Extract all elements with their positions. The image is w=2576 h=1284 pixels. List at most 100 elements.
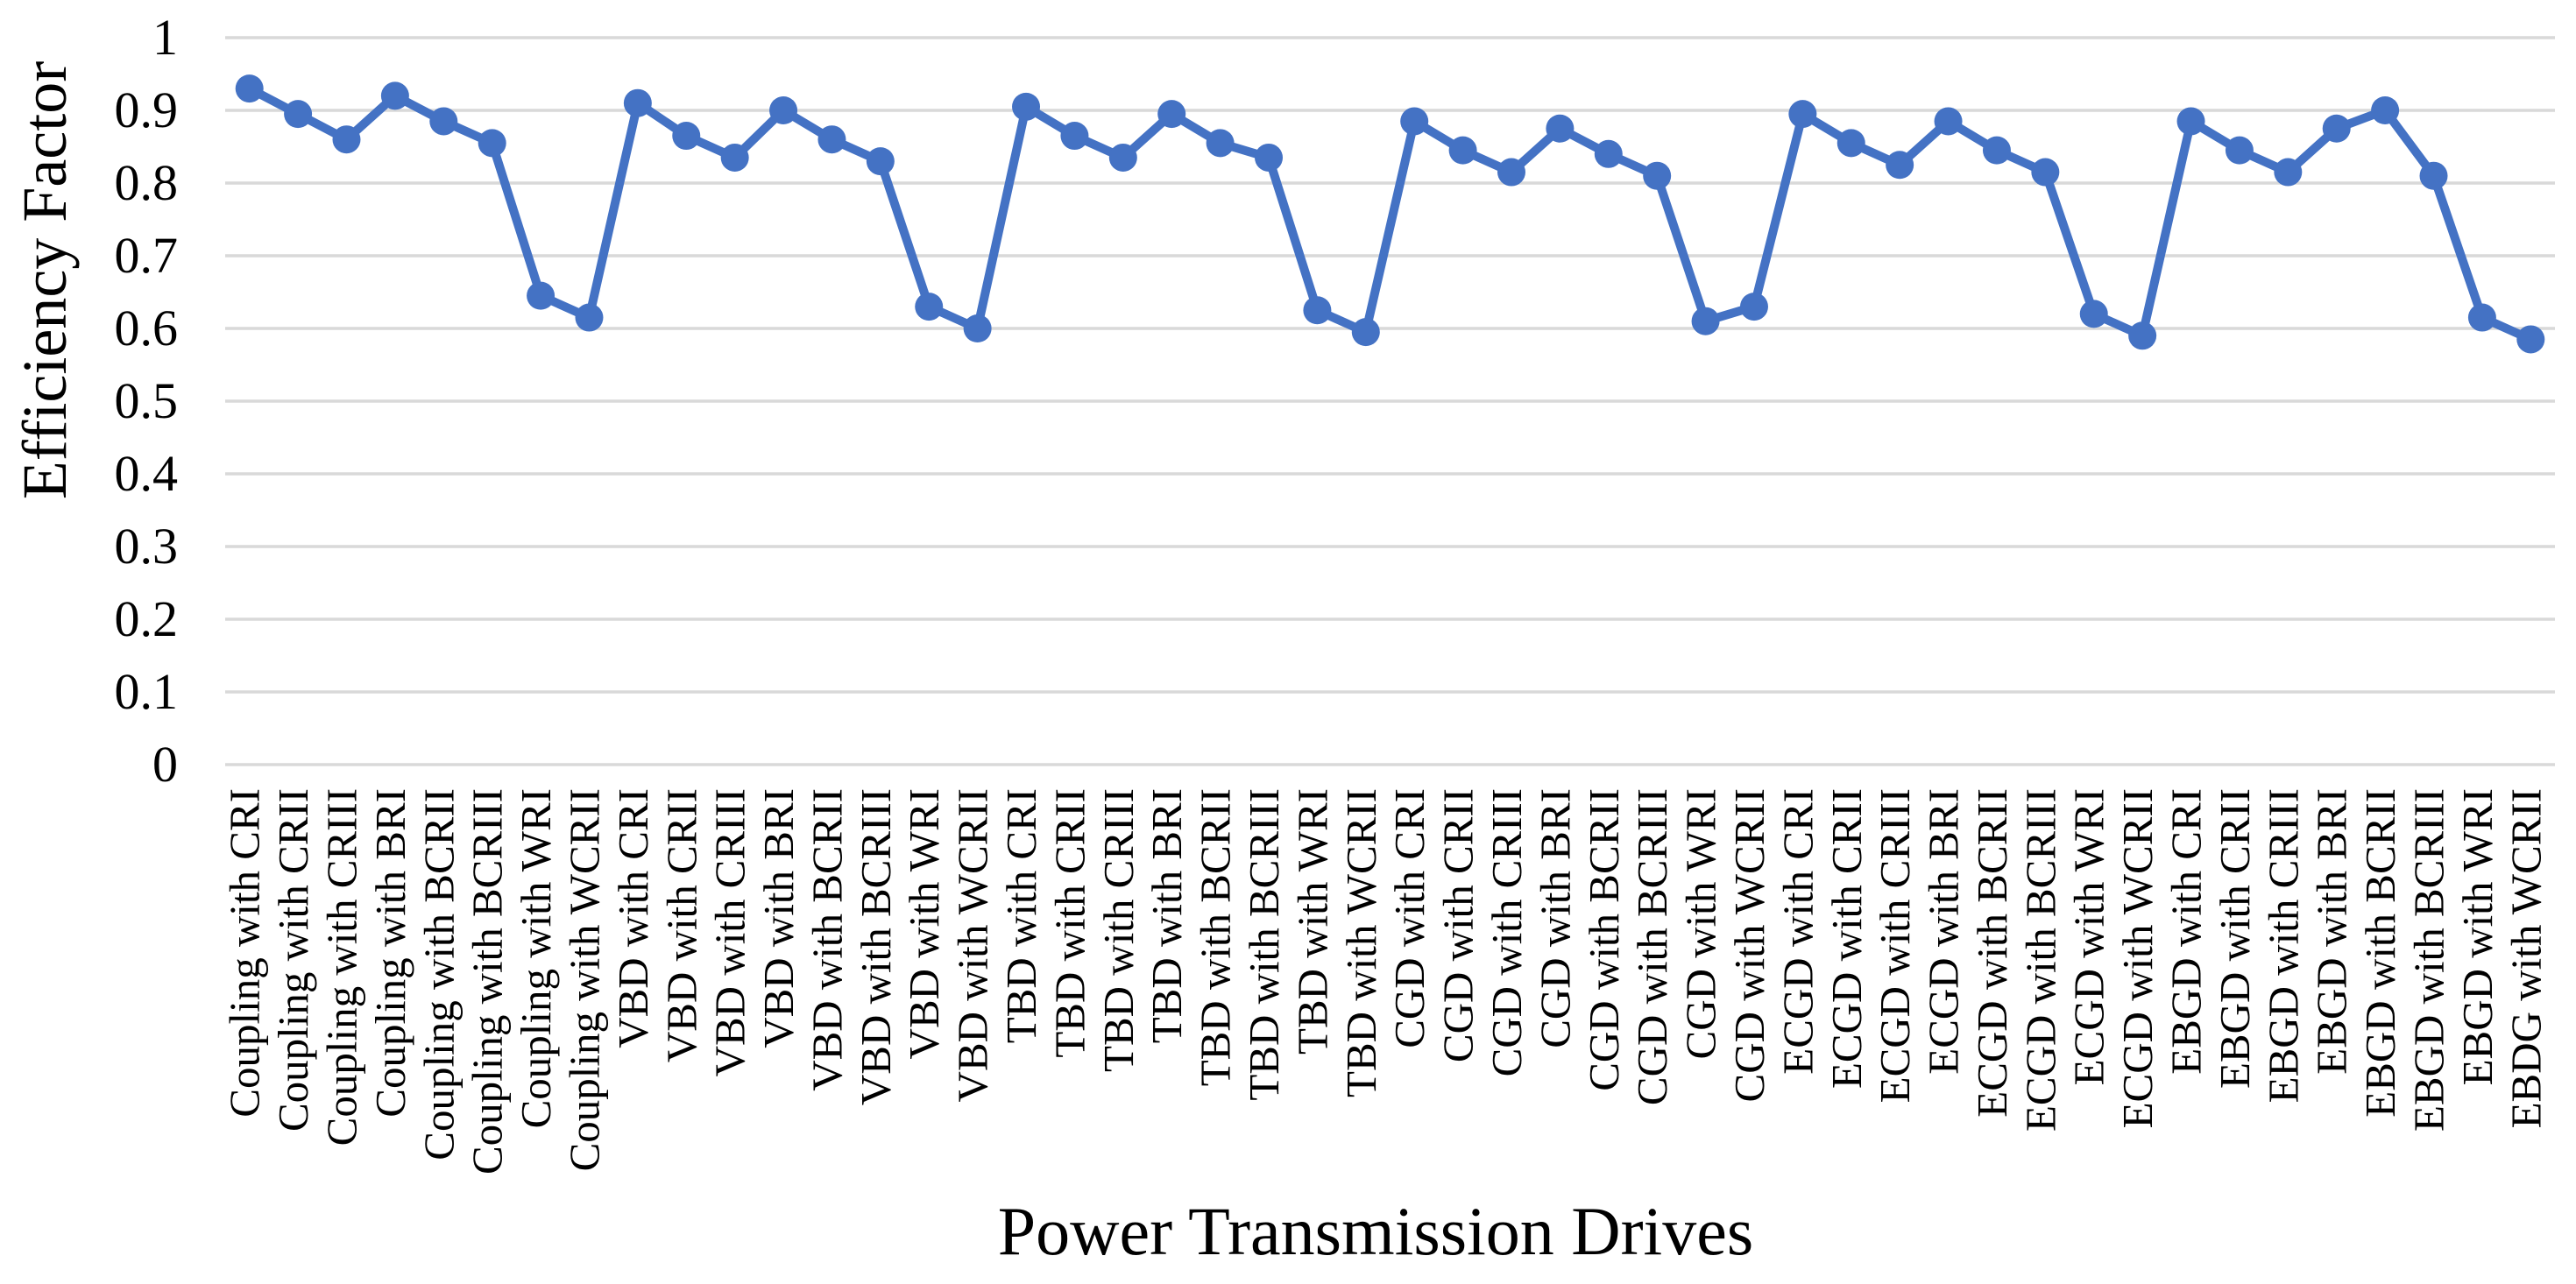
data-point-marker: [429, 107, 458, 136]
x-category-label: CGD with BCRIII: [1628, 788, 1676, 1105]
x-category-label: ECGD with BRI: [1920, 788, 1968, 1075]
data-point-marker: [284, 100, 313, 129]
x-category-label: VBD with BRI: [754, 788, 803, 1048]
data-point-marker: [963, 314, 992, 342]
y-tick-label: 0.7: [115, 227, 179, 284]
data-point-marker: [1739, 293, 1768, 321]
data-point-marker: [1886, 151, 1914, 180]
data-point-marker: [1448, 136, 1477, 165]
x-category-label: Coupling with BRI: [366, 788, 414, 1118]
x-category-label: CGD with CRI: [1385, 788, 1433, 1048]
x-category-label: ECGD with WRI: [2065, 788, 2113, 1085]
x-category-label: TBD with BCRII: [1192, 788, 1240, 1086]
data-point-marker: [2371, 96, 2400, 124]
data-point-marker: [1982, 136, 2011, 165]
data-point-marker: [1691, 307, 1720, 335]
data-point-marker: [1255, 143, 1284, 172]
data-point-marker: [1836, 129, 1865, 158]
y-tick-label: 0.5: [115, 372, 179, 429]
x-axis-title: Power Transmission Drives: [998, 1193, 1753, 1269]
data-point-marker: [1351, 318, 1380, 347]
x-category-label: VBD with WCRII: [949, 788, 997, 1102]
data-point-marker: [1934, 107, 1963, 136]
data-point-marker: [1400, 107, 1429, 136]
x-category-label: ECGD with CRII: [1822, 788, 1871, 1089]
y-tick-label: 0.4: [115, 445, 179, 502]
x-category-label: Coupling with WRI: [512, 788, 560, 1128]
x-category-label: CGD with WRI: [1677, 788, 1725, 1059]
x-category-label: TBD with WRI: [1288, 788, 1336, 1055]
data-point-marker: [1157, 100, 1186, 129]
x-category-label: VBD with CRIII: [706, 788, 754, 1076]
x-category-label: Coupling with BCRII: [414, 788, 463, 1161]
x-category-label: EBDG with WCRII: [2502, 788, 2550, 1128]
data-point-marker: [2225, 136, 2254, 165]
x-category-label: VBD with CRI: [609, 788, 657, 1048]
y-axis-tick-labels: 0 0.1 0.2 0.3 0.4 0.5 0.6 0.7 0.8 0.9 1: [115, 9, 179, 793]
gridlines: [225, 36, 2555, 766]
data-point-marker: [866, 147, 895, 176]
x-category-label: CGD with BRI: [1531, 788, 1579, 1048]
x-category-label: CGD with BCRII: [1580, 788, 1628, 1091]
data-point-marker: [1546, 114, 1575, 143]
series-line: [244, 84, 2536, 344]
data-point-marker: [623, 88, 652, 117]
data-point-marker: [235, 74, 264, 103]
data-point-marker: [2322, 114, 2351, 143]
x-category-label: TBD with CRI: [997, 788, 1045, 1043]
x-category-label: ECGD with WCRII: [2113, 788, 2162, 1128]
y-tick-label: 1: [152, 9, 178, 66]
data-point-marker: [1303, 296, 1332, 325]
data-point-marker: [2031, 158, 2060, 187]
data-point-marker: [1060, 122, 1089, 151]
x-category-label: CGD with WCRII: [1725, 788, 1773, 1102]
data-point-marker: [1012, 92, 1041, 121]
data-point-marker: [1497, 158, 1525, 187]
x-category-label: Coupling with BCRIII: [464, 788, 512, 1175]
y-tick-label: 0.9: [115, 81, 179, 138]
data-point-marker: [1788, 100, 1817, 129]
data-point-marker: [817, 125, 846, 154]
data-point-marker: [2467, 303, 2496, 332]
data-point-marker: [478, 129, 506, 158]
x-category-label: ECGD with BCRIII: [2016, 788, 2064, 1132]
y-tick-label: 0: [152, 736, 178, 793]
data-point-marker: [2419, 161, 2448, 190]
x-category-label: ECGD with BCRII: [1968, 788, 2016, 1118]
x-category-label: VBD with BCRIII: [852, 788, 900, 1105]
x-category-label: ECGD with CRI: [1773, 788, 1822, 1075]
y-tick-label: 0.8: [115, 154, 179, 211]
x-category-label: EBGD with WRI: [2453, 788, 2502, 1085]
x-category-label: EBGD with CRIII: [2259, 788, 2307, 1103]
x-category-label: ECGD with CRIII: [1871, 788, 1919, 1103]
y-tick-label: 0.2: [115, 590, 179, 647]
data-point-marker: [1206, 129, 1235, 158]
data-point-marker: [2516, 325, 2545, 354]
x-category-label: CGD with CRII: [1434, 788, 1483, 1062]
x-category-label: EBGD with BRI: [2308, 788, 2356, 1075]
data-point-marker: [769, 96, 798, 124]
y-tick-label: 0.6: [115, 300, 179, 356]
data-point-marker: [332, 125, 361, 154]
y-tick-label: 0.3: [115, 518, 179, 575]
data-series: [235, 74, 2545, 354]
data-point-marker: [2274, 158, 2303, 187]
data-point-marker: [2079, 300, 2108, 328]
x-category-label: VBD with BCRII: [803, 788, 851, 1091]
data-point-marker: [2128, 321, 2157, 350]
y-axis-title: Efficiency Factor: [10, 61, 80, 499]
x-category-label: TBD with BCRIII: [1240, 788, 1288, 1101]
data-point-marker: [720, 143, 749, 172]
x-category-label: TBD with BRI: [1143, 788, 1191, 1043]
data-point-marker: [380, 81, 409, 110]
x-category-label: VBD with WRI: [900, 788, 948, 1059]
x-category-label: EBGD with BCRIII: [2405, 788, 2453, 1132]
data-point-marker: [575, 303, 604, 332]
data-point-marker: [1643, 161, 1672, 190]
data-point-marker: [2176, 107, 2205, 136]
x-category-label: EBGD with BCRII: [2356, 788, 2404, 1118]
data-point-marker: [527, 281, 556, 310]
x-category-label: TBD with CRIII: [1094, 788, 1143, 1072]
